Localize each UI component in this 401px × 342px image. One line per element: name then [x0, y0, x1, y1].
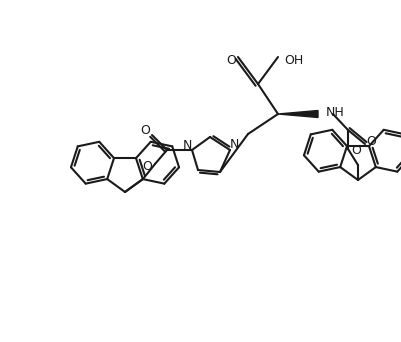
Text: N: N: [182, 140, 191, 153]
Polygon shape: [277, 110, 317, 118]
Text: O: O: [225, 54, 235, 67]
Text: O: O: [140, 124, 150, 137]
Text: O: O: [142, 160, 152, 173]
Text: OH: OH: [283, 53, 302, 66]
Text: NH: NH: [325, 106, 344, 119]
Text: N: N: [229, 139, 238, 152]
Text: O: O: [365, 135, 375, 148]
Text: O: O: [350, 145, 360, 158]
